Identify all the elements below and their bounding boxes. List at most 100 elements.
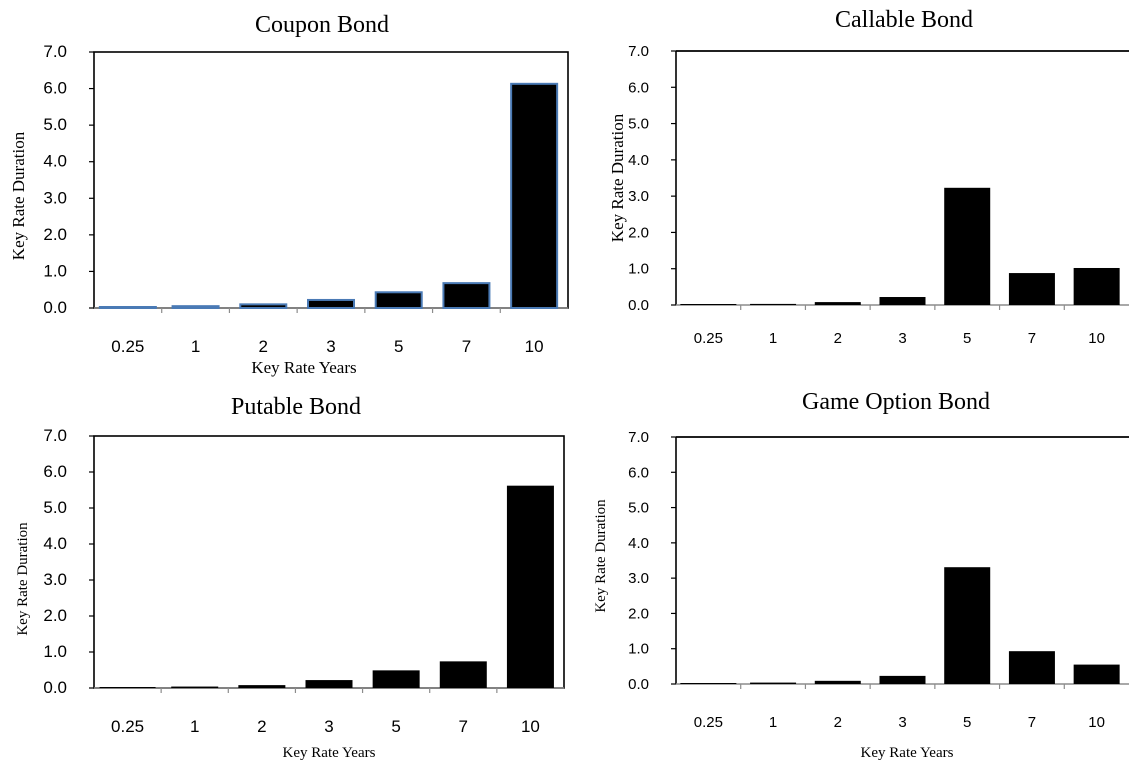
bar-0.25 [99,687,156,688]
y-tick-label: 6.0 [43,79,67,98]
x-tick-label: 1 [769,714,777,731]
y-axis-label: Key Rate Duration [9,131,28,260]
x-tick-label: 7 [462,337,471,356]
x-tick-label: 1 [769,330,777,347]
x-tick-label: 0.25 [694,330,723,347]
x-tick-label: 1 [190,717,199,736]
x-tick-label: 0.25 [111,717,144,736]
bar-0.25 [680,304,737,305]
y-tick-label: 4.0 [628,152,649,169]
bar-5 [372,670,420,688]
x-tick-label: 3 [898,714,906,731]
bar-2 [238,685,286,688]
y-tick-label: 7.0 [628,429,649,446]
bar-7 [439,661,487,688]
bar-5 [944,187,991,305]
bar-0.25 [98,306,157,309]
y-tick-label: 4.0 [43,534,67,553]
y-tick-label: 0.0 [628,297,649,314]
y-tick-label: 2.0 [628,605,649,622]
y-tick-label: 7.0 [43,42,67,61]
y-tick-label: 2.0 [628,224,649,241]
bar-10 [1073,267,1120,305]
chart-title: Putable Bond [231,394,361,420]
bar-3 [879,297,926,305]
plot-frame [93,435,565,689]
y-tick-label: 7.0 [628,43,649,60]
y-tick-label: 1.0 [628,261,649,278]
chart-panel-putable-bond: Putable Bond Key Rate Duration Key Rate … [15,394,565,761]
bar-3 [305,680,353,688]
chart-panel-game-option-bond: Game Option Bond Key Rate Duration Key R… [593,389,1129,761]
x-tick-label: 3 [324,717,333,736]
x-tick-label: 10 [1088,330,1105,347]
bar-10 [1073,664,1120,684]
bar-3 [307,298,355,309]
plot-frame [93,51,569,309]
chart-title: Callable Bond [835,7,973,33]
x-tick-label: 0.25 [694,714,723,731]
y-tick-label: 1.0 [43,261,67,280]
x-tick-label: 10 [1088,714,1105,731]
chart-panel-callable-bond: Callable Bond Key Rate Duration 0.0 1.0 2.… [608,7,1129,347]
y-tick-label: 0.0 [43,298,67,317]
y-tick-label: 3.0 [43,570,67,589]
y-tick-label: 5.0 [43,115,67,134]
x-tick-label: 7 [459,717,468,736]
x-tick-label: 1 [191,337,200,356]
x-tick-label: 7 [1028,330,1036,347]
x-tick-label: 5 [391,717,400,736]
x-tick-label: 7 [1028,714,1036,731]
y-tick-label: 4.0 [43,152,67,171]
y-tick-label: 0.0 [628,676,649,693]
x-axis-label: Key Rate Years [861,745,954,761]
x-tick-label: 2 [259,337,268,356]
y-tick-label: 1.0 [628,641,649,658]
x-tick-label: 0.25 [111,337,144,356]
bar-3 [879,675,926,684]
y-tick-label: 1.0 [43,642,67,661]
y-tick-label: 7.0 [43,426,67,445]
x-tick-label: 3 [898,330,906,347]
y-tick-label: 5.0 [628,500,649,517]
bar-7 [442,282,491,310]
bar-1 [171,305,220,309]
y-tick-label: 6.0 [628,464,649,481]
y-tick-label: 4.0 [628,535,649,552]
bar-1 [171,686,219,688]
bar-7 [1008,273,1055,305]
bar-7 [1008,651,1055,684]
x-tick-label: 5 [394,337,403,356]
bar-5 [944,567,991,684]
y-tick-label: 6.0 [43,462,67,481]
y-tick-label: 5.0 [628,116,649,133]
y-axis-label: Key Rate Duration [593,499,609,613]
y-tick-label: 3.0 [628,188,649,205]
x-tick-label: 5 [963,330,971,347]
x-tick-label: 5 [963,714,971,731]
y-tick-label: 2.0 [43,606,67,625]
y-axis-label: Key Rate Duration [15,522,31,636]
bar-0.25 [680,683,737,684]
y-tick-label: 2.0 [43,225,67,244]
bar-2 [814,680,861,684]
bar-10 [506,485,554,688]
chart-panel-coupon-bond: Coupon Bond Key Rate Duration Key Rate Y… [9,12,569,377]
x-tick-label: 2 [834,330,842,347]
y-tick-label: 3.0 [628,570,649,587]
bar-1 [750,682,797,684]
x-axis-label: Key Rate Years [283,745,376,761]
bar-1 [750,303,797,305]
x-axis-label: Key Rate Years [251,358,356,377]
y-tick-label: 0.0 [43,678,67,697]
bar-10 [510,82,559,310]
chart-title: Coupon Bond [255,12,389,38]
x-tick-label: 2 [257,717,266,736]
x-tick-label: 10 [525,337,544,356]
y-tick-label: 6.0 [628,79,649,96]
x-tick-label: 2 [834,714,842,731]
y-axis-label: Key Rate Duration [608,113,627,242]
y-tick-label: 3.0 [43,188,67,207]
bar-2 [814,302,861,305]
